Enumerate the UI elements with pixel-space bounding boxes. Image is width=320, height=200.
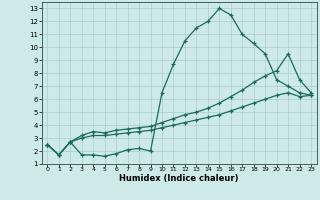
X-axis label: Humidex (Indice chaleur): Humidex (Indice chaleur) <box>119 174 239 183</box>
